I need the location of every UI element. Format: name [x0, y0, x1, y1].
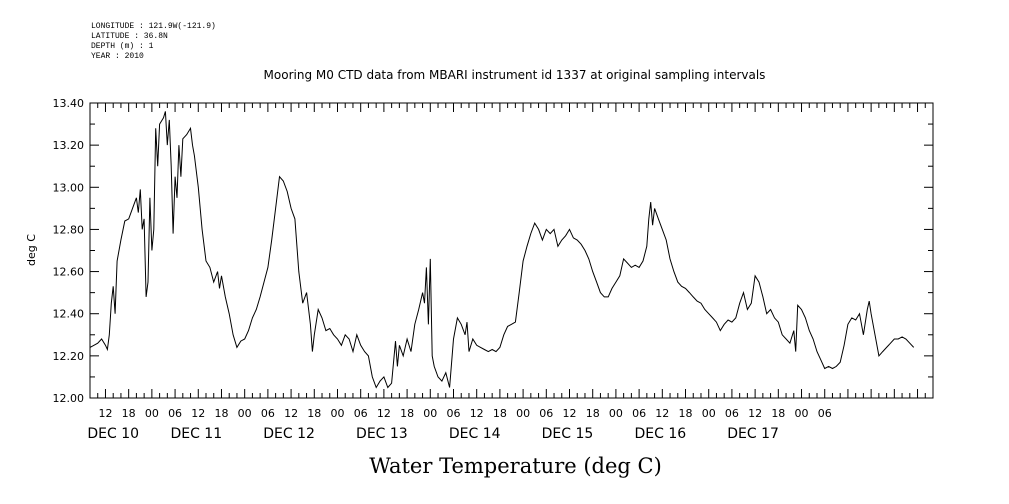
- y-tick-label: 13.40: [53, 97, 85, 110]
- day-label: DEC 16: [634, 426, 686, 442]
- x-tick-label: 00: [609, 407, 623, 420]
- x-tick-label: 12: [470, 407, 484, 420]
- y-tick-label: 12.20: [53, 350, 85, 363]
- x-tick-label: 06: [446, 407, 460, 420]
- chart-title: Mooring M0 CTD data from MBARI instrumen…: [263, 68, 766, 82]
- day-label: DEC 15: [542, 426, 594, 442]
- day-label: DEC 14: [449, 426, 501, 442]
- x-tick-label: 12: [563, 407, 577, 420]
- x-tick-label: 06: [354, 407, 368, 420]
- x-tick-labels: 12 18 00 06 12 18 00 06 12 18 00 06 12 18 00 06 12 18 00 06…: [98, 407, 831, 420]
- x-tick-label: 00: [423, 407, 437, 420]
- x-tick-label: 12: [655, 407, 669, 420]
- x-tick-label: 12: [748, 407, 762, 420]
- day-label: DEC 13: [356, 426, 408, 442]
- series-line: [89, 111, 915, 389]
- y-tick-labels: 12.00 12.20 12.40 12.60 12.80 13.00 13.20 13.40: [53, 97, 85, 405]
- longitude-text: LONGITUDE : 121.9W(-121.9): [91, 22, 216, 31]
- x-tick-label: 18: [586, 407, 600, 420]
- x-tick-label: 06: [168, 407, 182, 420]
- day-label: DEC 12: [263, 426, 315, 442]
- x-tick-label: 06: [725, 407, 739, 420]
- y-axis-label: deg C: [25, 234, 38, 266]
- day-label: DEC 10: [87, 426, 139, 442]
- x-axis-label: Water Temperature (deg C): [369, 454, 662, 478]
- y-tick-label: 12.00: [53, 392, 85, 405]
- x-tick-label: 18: [679, 407, 693, 420]
- latitude-text: LATITUDE : 36.8N: [91, 32, 168, 41]
- x-tick-label: 12: [98, 407, 112, 420]
- x-tick-label: 06: [261, 407, 275, 420]
- x-tick-label: 12: [191, 407, 205, 420]
- year-text: YEAR : 2010: [91, 52, 144, 61]
- y-tick-label: 12.60: [53, 266, 85, 279]
- metadata-block: LONGITUDE : 121.9W(-121.9) LATITUDE : 36…: [91, 22, 216, 62]
- y-tick-label: 12.80: [53, 223, 85, 236]
- x-tick-label: 18: [307, 407, 321, 420]
- x-tick-label: 18: [214, 407, 228, 420]
- x-tick-label: 00: [238, 407, 252, 420]
- x-tick-label: 00: [145, 407, 159, 420]
- y-tick-label: 12.40: [53, 308, 85, 321]
- x-tick-label: 06: [632, 407, 646, 420]
- tick-group: [89, 102, 934, 399]
- x-tick-label: 12: [377, 407, 391, 420]
- depth-text: DEPTH (m) : 1: [91, 42, 154, 51]
- plot-frame: [89, 102, 934, 399]
- x-tick-label: 18: [493, 407, 507, 420]
- y-tick-label: 13.20: [53, 139, 85, 152]
- x-tick-label: 06: [539, 407, 553, 420]
- x-tick-label: 00: [516, 407, 530, 420]
- day-labels: DEC 10 DEC 11 DEC 12 DEC 13 DEC 14 DEC 15 DEC …: [87, 426, 779, 442]
- x-tick-label: 00: [702, 407, 716, 420]
- x-tick-label: 00: [795, 407, 809, 420]
- x-tick-label: 06: [818, 407, 832, 420]
- x-tick-label: 18: [400, 407, 414, 420]
- y-tick-label: 13.00: [53, 181, 85, 194]
- x-tick-label: 18: [771, 407, 785, 420]
- x-tick-label: 12: [284, 407, 298, 420]
- day-label: DEC 11: [170, 426, 222, 442]
- x-tick-label: 00: [330, 407, 344, 420]
- x-tick-label: 18: [122, 407, 136, 420]
- day-label: DEC 17: [727, 426, 779, 442]
